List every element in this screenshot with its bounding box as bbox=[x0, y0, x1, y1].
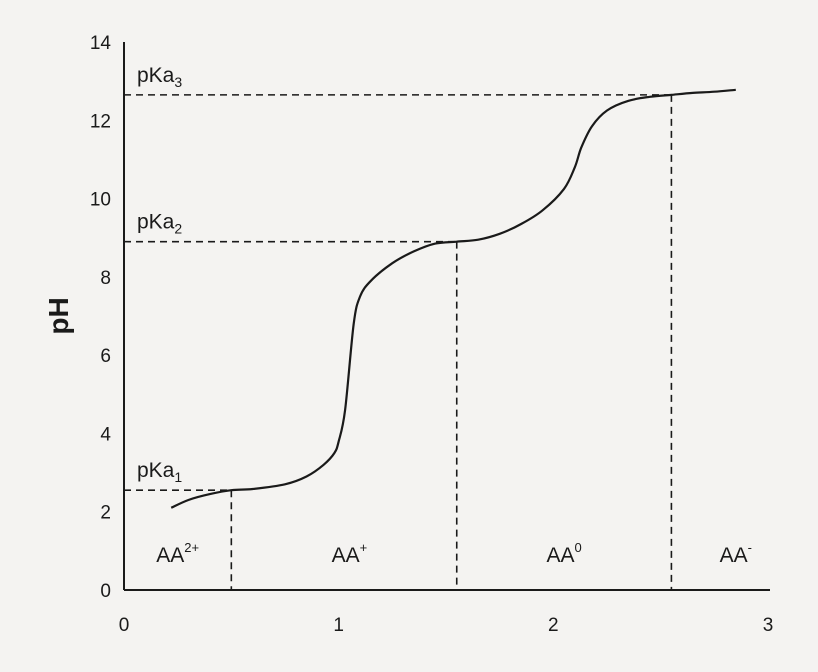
y-tick-label: 8 bbox=[100, 268, 111, 289]
species-name: AA bbox=[720, 544, 748, 567]
x-tick-label: 3 bbox=[763, 615, 774, 636]
species-charge: 2+ bbox=[184, 540, 199, 555]
titration-curve bbox=[170, 88, 736, 509]
x-tick-label: 0 bbox=[119, 615, 130, 636]
species-name: AA bbox=[332, 544, 360, 567]
y-tick-label: 14 bbox=[90, 33, 112, 54]
axes bbox=[123, 42, 770, 591]
x-tick-label: 1 bbox=[333, 615, 344, 636]
y-tick-label: 2 bbox=[100, 503, 111, 524]
pka-subscript: 3 bbox=[174, 74, 182, 90]
pka-label: pKa3 bbox=[137, 64, 182, 90]
pka-label: pKa1 bbox=[137, 459, 182, 485]
pka-subscript: 2 bbox=[174, 221, 182, 237]
species-name: AA bbox=[156, 544, 184, 567]
species-region-label: AA2+ bbox=[156, 540, 199, 567]
y-tick-label: 6 bbox=[100, 346, 111, 367]
reference-lines bbox=[124, 94, 673, 590]
x-tick-label: 2 bbox=[548, 615, 559, 636]
species-charge: 0 bbox=[574, 540, 581, 555]
pka-label: pKa2 bbox=[137, 211, 182, 237]
y-axis-label: pH bbox=[43, 297, 74, 334]
species-region-label: AA0 bbox=[546, 540, 581, 567]
pka-label-text: pKa bbox=[137, 211, 175, 234]
species-charge: + bbox=[360, 540, 368, 555]
species-name: AA bbox=[546, 544, 574, 567]
y-tick-label: 10 bbox=[90, 190, 111, 211]
curve-layer bbox=[170, 88, 736, 509]
species-region-label: AA- bbox=[720, 540, 752, 567]
y-tick-label: 4 bbox=[100, 424, 111, 445]
pka-label-text: pKa bbox=[137, 459, 175, 482]
species-charge: - bbox=[748, 540, 752, 555]
y-tick-label: 0 bbox=[100, 581, 111, 602]
pka-subscript: 1 bbox=[174, 469, 182, 485]
pka-label-text: pKa bbox=[137, 64, 175, 87]
y-tick-label: 12 bbox=[90, 111, 111, 132]
species-region-label: AA+ bbox=[332, 540, 368, 567]
